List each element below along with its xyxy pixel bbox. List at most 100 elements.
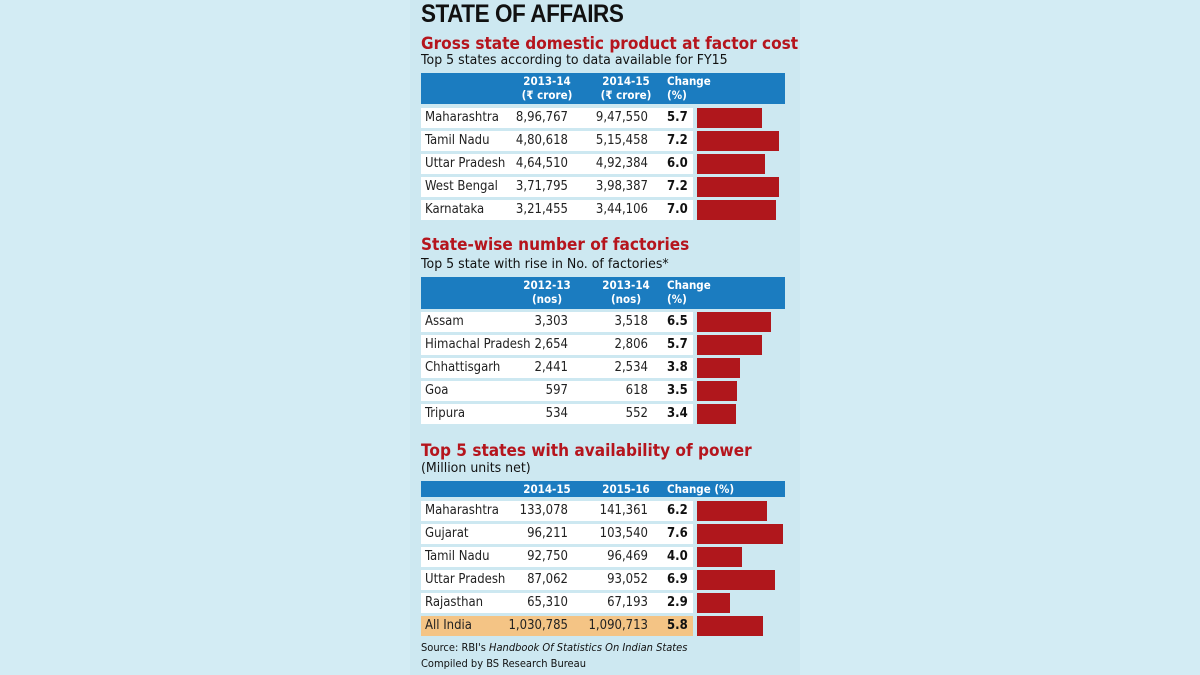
table-row: Assam 3,303 3,518 6.5 <box>421 312 693 332</box>
change-value: 6.2 <box>667 503 688 518</box>
value-col2: 3,518 <box>614 314 648 329</box>
value-col1: 3,21,455 <box>515 202 568 217</box>
table-row: Uttar Pradesh 4,64,510 4,92,384 6.0 <box>421 154 693 174</box>
value-col1: 4,64,510 <box>515 156 568 171</box>
change-value: 3.5 <box>667 383 688 398</box>
state-name: Gujarat <box>425 526 469 541</box>
change-bar <box>697 570 776 590</box>
value-col2: 2,534 <box>614 360 648 375</box>
section-subtitle: (Million units net) <box>421 460 531 476</box>
state-name: Maharashtra <box>425 110 499 125</box>
source-prefix: Source: RBI's <box>421 641 490 654</box>
change-bar <box>697 108 762 128</box>
value-col2: 3,98,387 <box>595 179 648 194</box>
value-col2: 618 <box>625 383 648 398</box>
table-row: Himachal Pradesh 2,654 2,806 5.7 <box>421 335 693 355</box>
table-header: 2012-13 (nos) 2013-14 (nos) Change (%) <box>421 277 785 309</box>
state-name: Assam <box>425 314 464 329</box>
value-col2: 67,193 <box>607 595 648 610</box>
table-row: Uttar Pradesh 87,062 93,052 6.9 <box>421 570 693 590</box>
column-header: Change <box>667 278 711 292</box>
change-bar <box>697 524 784 544</box>
compiled-by: Compiled by BS Research Bureau <box>421 657 586 670</box>
state-name: Chhattisgarh <box>425 360 501 375</box>
column-header: (%) <box>667 292 687 306</box>
change-value: 7.2 <box>667 133 688 148</box>
source-title: Handbook Of Statistics On Indian States <box>489 641 688 654</box>
state-name: Karnataka <box>425 202 485 217</box>
change-value: 5.8 <box>667 618 688 633</box>
column-header: (nos) <box>531 292 563 306</box>
value-col2: 3,44,106 <box>595 202 648 217</box>
value-col2: 103,540 <box>599 526 648 541</box>
value-col2: 9,47,550 <box>595 110 648 125</box>
value-col1: 2,441 <box>534 360 568 375</box>
change-bar <box>697 200 777 220</box>
section-title: Gross state domestic product at factor c… <box>421 34 799 53</box>
change-bar <box>697 404 736 424</box>
change-bar <box>697 381 737 401</box>
change-bar <box>697 154 766 174</box>
change-value: 7.0 <box>667 202 688 217</box>
state-name: Maharashtra <box>425 503 499 518</box>
source-line: Source: RBI's Handbook Of Statistics On … <box>421 641 687 654</box>
table-row: Maharashtra 8,96,767 9,47,550 5.7 <box>421 108 693 128</box>
change-bar <box>697 312 771 332</box>
change-bar <box>697 358 741 378</box>
column-header: 2014-15 <box>602 74 650 88</box>
change-value: 7.6 <box>667 526 688 541</box>
table-row: Rajasthan 65,310 67,193 2.9 <box>421 593 693 613</box>
state-name: Tripura <box>425 406 466 421</box>
change-bar <box>697 501 768 521</box>
table-row: Tripura 534 552 3.4 <box>421 404 693 424</box>
section-title: Top 5 states with availability of power <box>421 441 752 460</box>
value-col1: 133,078 <box>519 503 568 518</box>
state-name: Tamil Nadu <box>425 133 490 148</box>
column-header: 2015-16 <box>602 482 650 496</box>
table-row: West Bengal 3,71,795 3,98,387 7.2 <box>421 177 693 197</box>
value-col1: 8,96,767 <box>515 110 568 125</box>
column-header: (%) <box>667 88 687 102</box>
state-name: All India <box>425 618 472 633</box>
value-col2: 1,090,713 <box>588 618 648 633</box>
main-title: STATE OF AFFAIRS <box>421 0 624 28</box>
section-title: State-wise number of factories <box>421 235 690 254</box>
table-row: Chhattisgarh 2,441 2,534 3.8 <box>421 358 693 378</box>
value-col1: 534 <box>545 406 568 421</box>
change-value: 3.4 <box>667 406 688 421</box>
column-header: 2013-14 <box>523 74 571 88</box>
table-row: Tamil Nadu 4,80,618 5,15,458 7.2 <box>421 131 693 151</box>
change-value: 6.9 <box>667 572 688 587</box>
change-value: 7.2 <box>667 179 688 194</box>
value-col2: 4,92,384 <box>595 156 648 171</box>
state-name: Rajasthan <box>425 595 484 610</box>
column-header: 2013-14 <box>602 278 650 292</box>
table-row: Goa 597 618 3.5 <box>421 381 693 401</box>
change-value: 4.0 <box>667 549 688 564</box>
state-name: Uttar Pradesh <box>425 156 506 171</box>
state-name: Himachal Pradesh <box>425 337 531 352</box>
column-header: Change (%) <box>667 482 735 496</box>
state-name: Tamil Nadu <box>425 549 490 564</box>
value-col1: 1,030,785 <box>508 618 568 633</box>
change-value: 3.8 <box>667 360 688 375</box>
column-header: 2012-13 <box>523 278 571 292</box>
table-row: Maharashtra 133,078 141,361 6.2 <box>421 501 693 521</box>
value-col1: 597 <box>545 383 568 398</box>
change-value: 6.5 <box>667 314 688 329</box>
change-bar <box>697 177 779 197</box>
table-row: Karnataka 3,21,455 3,44,106 7.0 <box>421 200 693 220</box>
value-col1: 87,062 <box>527 572 568 587</box>
change-bar <box>697 335 762 355</box>
table-row: Gujarat 96,211 103,540 7.6 <box>421 524 693 544</box>
value-col2: 5,15,458 <box>595 133 648 148</box>
value-col1: 65,310 <box>527 595 568 610</box>
value-col1: 96,211 <box>527 526 568 541</box>
change-bar <box>697 593 730 613</box>
column-header: (nos) <box>610 292 642 306</box>
change-bar <box>697 547 743 567</box>
value-col1: 2,654 <box>534 337 568 352</box>
value-col2: 96,469 <box>607 549 648 564</box>
table-row: Tamil Nadu 92,750 96,469 4.0 <box>421 547 693 567</box>
state-name: Uttar Pradesh <box>425 572 506 587</box>
